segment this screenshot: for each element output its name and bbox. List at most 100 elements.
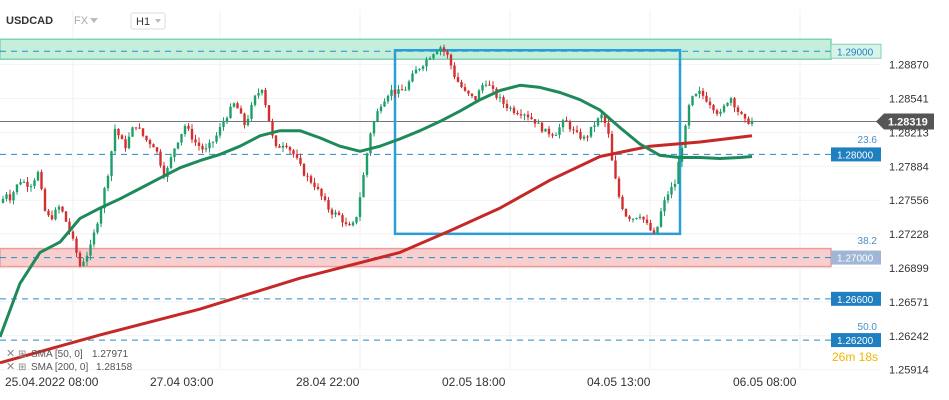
symbol-label[interactable]: USDCAD — [6, 15, 53, 27]
candle-bear — [271, 118, 274, 139]
candle-bear — [302, 162, 306, 177]
timeframe-label: H1 — [136, 16, 150, 28]
level-badge: 1.28000 — [831, 147, 881, 162]
timeframe-selector[interactable] — [130, 12, 166, 30]
candle-bear — [159, 149, 162, 168]
candle-bull — [407, 79, 411, 92]
candle-bull — [635, 217, 638, 220]
candle-bear — [274, 135, 278, 149]
candle-bull — [386, 94, 390, 104]
symbol-dropdown-icon[interactable] — [90, 18, 98, 23]
candle-bull — [421, 65, 425, 72]
candle-bull — [362, 172, 365, 198]
candle-bear — [26, 177, 29, 192]
candle-bull — [589, 126, 593, 139]
candle-bear — [705, 92, 708, 103]
y-tick-label: 1.25914 — [889, 365, 929, 377]
candle-bull — [372, 120, 376, 137]
y-tick-label: 1.27884 — [889, 161, 929, 173]
candle-bear — [295, 149, 299, 160]
timeframe-dropdown-icon[interactable] — [155, 19, 161, 23]
candle-bear — [456, 72, 460, 83]
legend-close-icon-2[interactable]: ✕ — [6, 361, 15, 373]
candle-bear — [547, 125, 551, 138]
candle-bear — [621, 194, 624, 211]
time-axis[interactable]: 25.04.2022 08:00 27.04 03:00 28.04 22:00 02… — [5, 375, 797, 389]
candle-bull — [215, 132, 218, 144]
candle-bull — [719, 108, 722, 117]
candle-bear — [453, 62, 456, 80]
candle-bear — [649, 219, 652, 232]
candle-bear — [278, 144, 281, 148]
candle-bear — [512, 105, 516, 115]
candle-bear — [50, 210, 54, 221]
candle-bear — [264, 87, 267, 108]
candle-bull — [169, 153, 173, 170]
candle-bear — [236, 101, 239, 109]
level-badge-text: 1.26200 — [837, 336, 874, 347]
level-badge-text: 1.28000 — [837, 150, 874, 161]
candle-bear — [201, 143, 204, 154]
candle-bear — [61, 205, 64, 213]
candle-bear — [117, 128, 120, 140]
candle-bull — [96, 221, 99, 235]
candle-bear — [138, 123, 141, 130]
candle-bear — [530, 112, 533, 120]
candle-bear — [743, 113, 747, 123]
candle-bull — [750, 117, 754, 127]
level-badge: 1.27000 — [831, 250, 881, 265]
candle-bear — [320, 188, 323, 200]
candle-bear — [141, 128, 145, 138]
candle-bear — [194, 134, 197, 147]
candle-bull — [694, 93, 698, 97]
legend-close-icon[interactable]: ✕ — [6, 348, 15, 360]
grid-lines — [0, 10, 880, 371]
candle-bull — [722, 103, 726, 114]
moving-averages — [0, 83, 753, 365]
candle-bear — [488, 80, 491, 86]
candle-bear — [337, 210, 341, 216]
price-axis[interactable]: 1.28870 1.28541 1.28213 1.27884 1.27556 1.272… — [830, 43, 934, 377]
y-tick-label: 1.28213 — [889, 127, 929, 139]
candle-bear — [607, 118, 610, 138]
candle-bull — [596, 117, 600, 128]
candle-bear — [505, 99, 509, 112]
candle-bear — [400, 84, 404, 91]
candle-bull — [253, 94, 257, 107]
candle-bear — [526, 110, 530, 121]
candle-bull — [397, 84, 400, 98]
candle-bear — [572, 126, 575, 135]
candle-bear — [120, 133, 124, 140]
candle-bull — [173, 148, 176, 162]
candle-bull — [82, 257, 85, 267]
candle-bull — [180, 133, 183, 146]
candle-bull — [218, 123, 222, 139]
candle-bear — [267, 105, 271, 122]
candle-bull — [183, 123, 187, 137]
candle-bear — [568, 119, 572, 132]
candle-bear — [551, 132, 554, 139]
candle-bear — [519, 109, 523, 119]
candle-bull — [113, 124, 117, 155]
candle-bear — [470, 93, 474, 99]
candle-bull — [281, 142, 285, 153]
x-tick-label: 02.05 18:00 — [442, 375, 506, 389]
candle-bull — [670, 182, 673, 199]
candle-bear — [316, 183, 320, 191]
candle-bear — [40, 169, 43, 191]
candle-bear — [239, 105, 243, 114]
candle-bull — [484, 80, 488, 88]
candle-bear — [341, 213, 344, 228]
sma50-line — [0, 83, 753, 338]
candle-bear — [463, 83, 467, 92]
candle-bear — [712, 104, 715, 114]
candle-bear — [288, 145, 292, 154]
candle-bull — [5, 191, 8, 202]
candle-bear — [642, 216, 645, 223]
candle-bull — [523, 113, 526, 121]
candle-bear — [575, 125, 579, 134]
candle-bull — [673, 179, 677, 191]
candle-bear — [533, 119, 537, 128]
x-tick-label: 28.04 22:00 — [296, 375, 360, 389]
